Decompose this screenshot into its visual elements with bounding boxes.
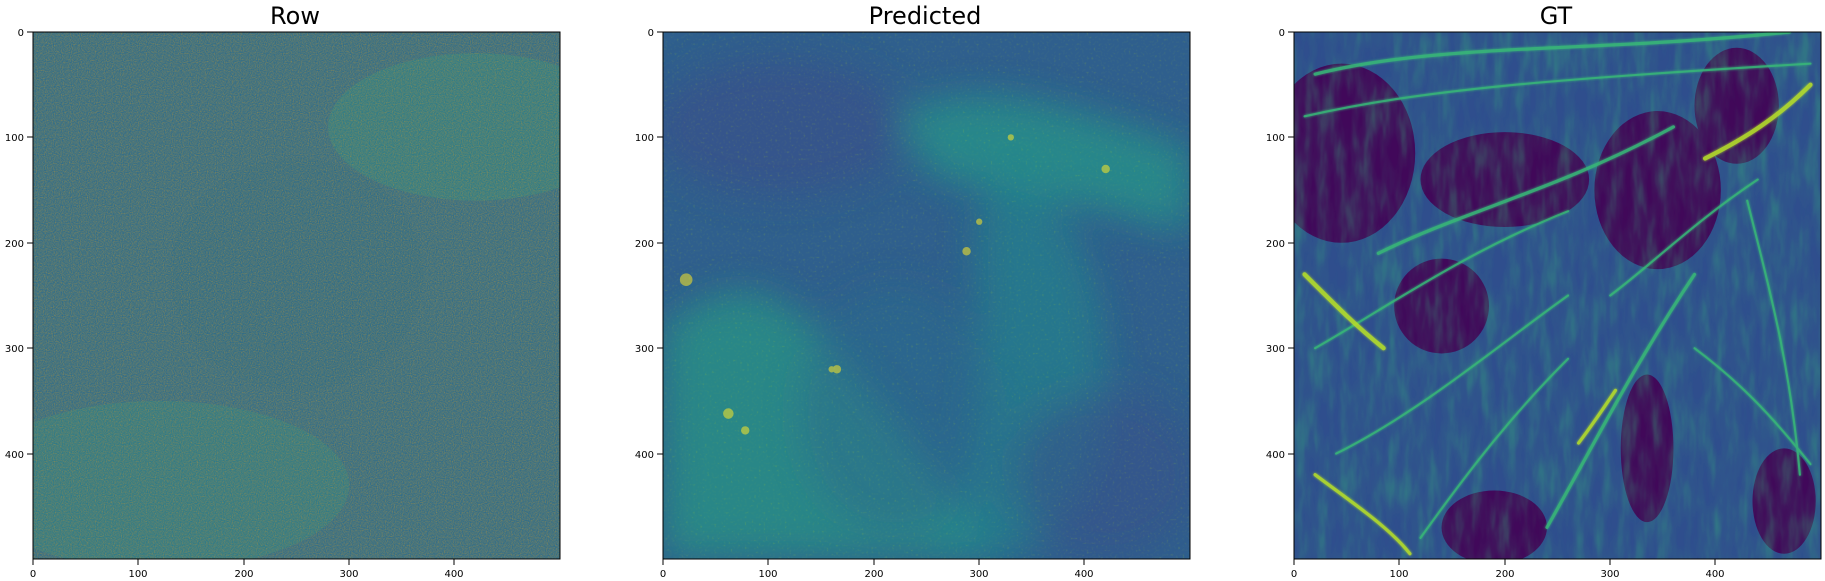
row-x-ticks: 0 100 200 300 400: [30, 559, 464, 580]
x-tick-label: 400: [1705, 569, 1724, 580]
x-tick-label: 100: [758, 569, 777, 580]
panel-title: Predicted: [869, 2, 982, 30]
row-image: [33, 32, 560, 559]
row-y-ticks: 0 100 200 300 400: [5, 28, 33, 461]
y-tick-label: 200: [635, 239, 654, 250]
panel-title: GT: [1540, 2, 1573, 30]
x-tick-label: 100: [1389, 569, 1408, 580]
predicted-y-ticks: 0 100 200 300 400: [635, 28, 663, 461]
y-tick-label: 300: [1266, 344, 1285, 355]
panel-predicted: Predicted: [635, 2, 1191, 580]
panel-title: Row: [270, 2, 320, 30]
y-tick-label: 0: [648, 28, 654, 39]
x-tick-label: 0: [30, 569, 36, 580]
panel-gt: GT: [1266, 2, 1822, 580]
y-tick-label: 0: [18, 28, 24, 39]
y-tick-label: 100: [1266, 133, 1285, 144]
x-tick-label: 0: [660, 569, 666, 580]
panel-row: Row 0 100: [5, 2, 561, 580]
x-tick-label: 300: [339, 569, 358, 580]
y-tick-label: 400: [5, 450, 24, 461]
gt-axes-frame: [1293, 31, 1822, 560]
x-tick-label: 200: [234, 569, 253, 580]
gt-y-ticks: 0 100 200 300 400: [1266, 28, 1294, 461]
x-tick-label: 400: [1074, 569, 1093, 580]
x-tick-label: 200: [864, 569, 883, 580]
x-tick-label: 300: [1600, 569, 1619, 580]
y-tick-label: 300: [5, 344, 24, 355]
y-tick-label: 200: [5, 239, 24, 250]
row-axes-frame: [32, 31, 561, 560]
y-tick-label: 200: [1266, 239, 1285, 250]
gt-x-ticks: 0 100 200 300 400: [1291, 559, 1725, 580]
y-tick-label: 400: [1266, 450, 1285, 461]
x-tick-label: 100: [128, 569, 147, 580]
predicted-image: [663, 32, 1190, 559]
y-tick-label: 100: [635, 133, 654, 144]
y-tick-label: 0: [1279, 28, 1285, 39]
predicted-axes-frame: [662, 31, 1191, 560]
predicted-x-ticks: 0 100 200 300 400: [660, 559, 1094, 580]
y-tick-label: 300: [635, 344, 654, 355]
x-tick-label: 0: [1291, 569, 1297, 580]
y-tick-label: 400: [635, 450, 654, 461]
x-tick-label: 400: [444, 569, 463, 580]
y-tick-label: 100: [5, 133, 24, 144]
x-tick-label: 200: [1495, 569, 1514, 580]
x-tick-label: 300: [969, 569, 988, 580]
gt-image: [1294, 32, 1821, 559]
